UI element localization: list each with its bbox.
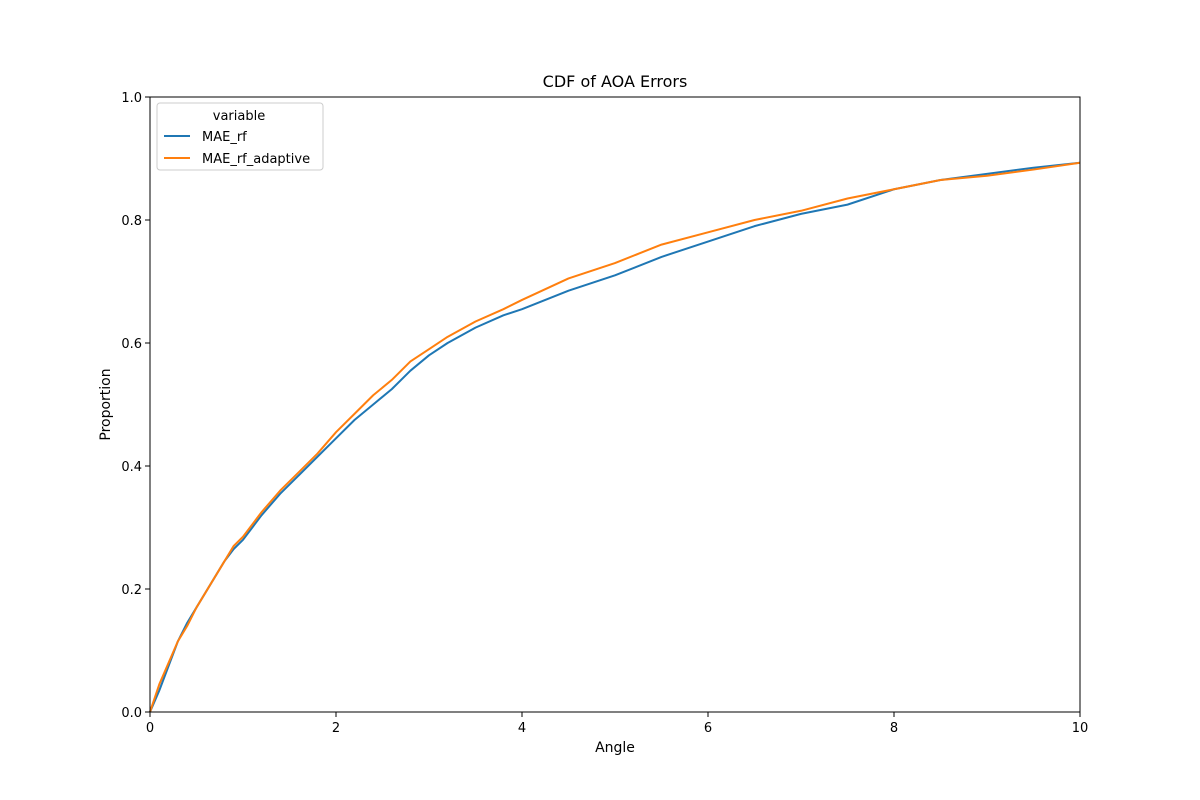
x-tick-label: 10 [1072,721,1089,736]
x-tick-label: 0 [146,721,154,736]
x-tick-label: 8 [890,721,898,736]
y-tick-label: 1.0 [121,91,142,106]
x-tick-label: 6 [704,721,712,736]
y-tick-label: 0.4 [121,460,142,475]
legend-label-mae-rf: MAE_rf [202,130,247,145]
x-axis-label: Angle [595,740,635,756]
legend-entries: MAE_rf MAE_rf_adaptive [164,130,310,167]
y-tick-label: 0.0 [121,706,142,721]
y-axis-label: Proportion [98,368,114,440]
legend-box [156,102,324,171]
y-tick-label: 0.8 [121,214,142,229]
chart-title: CDF of AOA Errors [543,72,688,91]
plot-frame [149,96,1081,713]
y-axis: 0.0 0.2 0.4 0.6 0.8 1.0 [121,91,150,721]
x-tick-label: 4 [518,721,526,736]
legend: variable MAE_rf MAE_rf_adaptive [156,102,324,171]
legend-title: variable [213,109,265,124]
series-line-mae-rf [149,161,1081,713]
lines-layer [149,161,1081,713]
series-line-mae-rf-adaptive [149,161,1081,713]
x-axis: 0 2 4 6 8 10 [146,712,1088,736]
y-tick-label: 0.2 [121,583,142,598]
x-tick-label: 2 [332,721,340,736]
y-tick-label: 0.6 [121,337,142,352]
legend-label-mae-rf-adaptive: MAE_rf_adaptive [202,152,310,167]
